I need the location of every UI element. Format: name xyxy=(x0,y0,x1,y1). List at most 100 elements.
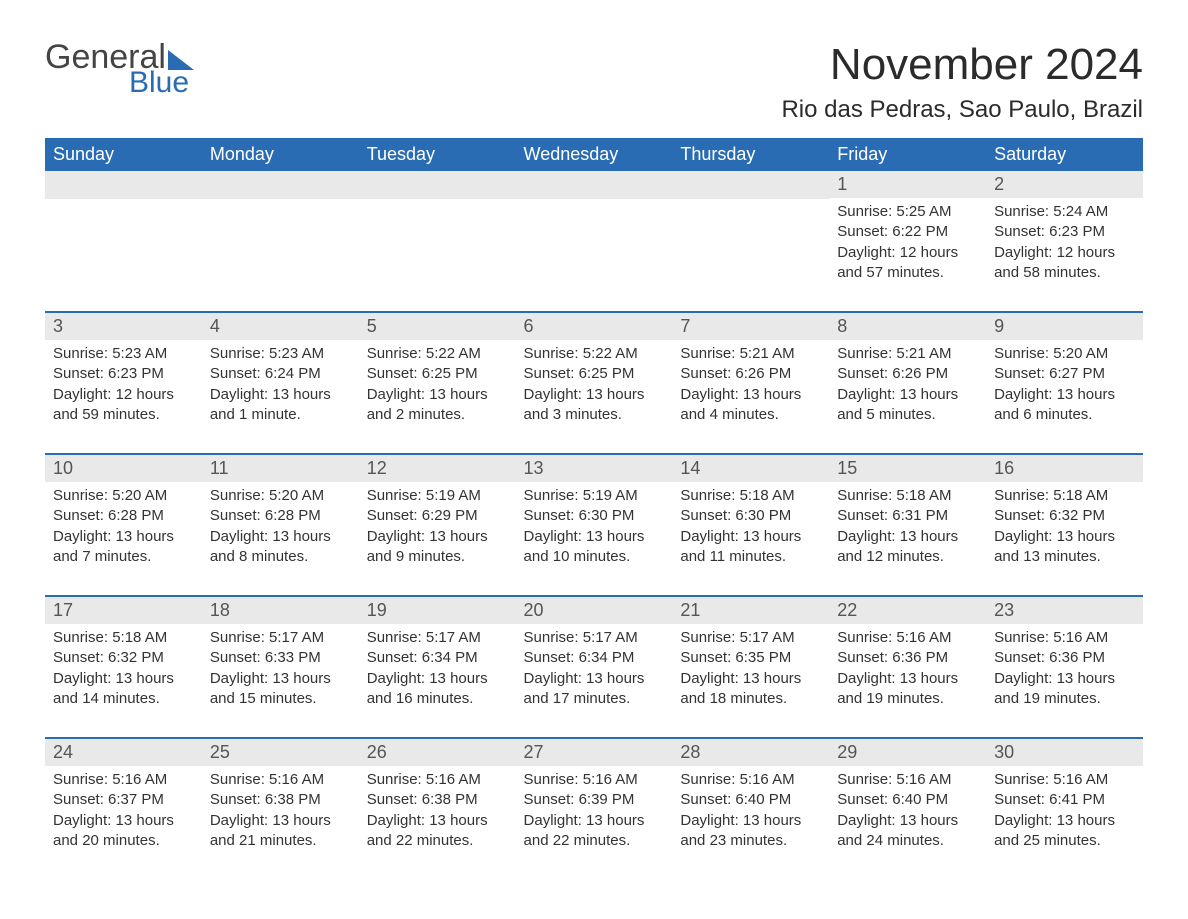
day-details: Sunrise: 5:17 AMSunset: 6:34 PMDaylight:… xyxy=(516,624,673,737)
daylight-line: Daylight: 13 hours and 14 minutes. xyxy=(53,669,194,710)
calendar-cell: 21Sunrise: 5:17 AMSunset: 6:35 PMDayligh… xyxy=(672,596,829,738)
day-number: 6 xyxy=(516,313,673,340)
sunrise-line: Sunrise: 5:17 AM xyxy=(524,628,665,648)
daylight-line: Daylight: 13 hours and 20 minutes. xyxy=(53,811,194,852)
calendar-cell: 28Sunrise: 5:16 AMSunset: 6:40 PMDayligh… xyxy=(672,738,829,879)
sunset-line: Sunset: 6:25 PM xyxy=(367,364,508,384)
title-block: November 2024 Rio das Pedras, Sao Paulo,… xyxy=(781,40,1143,134)
day-details: Sunrise: 5:20 AMSunset: 6:28 PMDaylight:… xyxy=(45,482,202,595)
calendar-cell: 29Sunrise: 5:16 AMSunset: 6:40 PMDayligh… xyxy=(829,738,986,879)
calendar-cell: 8Sunrise: 5:21 AMSunset: 6:26 PMDaylight… xyxy=(829,312,986,454)
day-number: 2 xyxy=(986,171,1143,198)
daylight-line: Daylight: 13 hours and 19 minutes. xyxy=(837,669,978,710)
daylight-line: Daylight: 13 hours and 10 minutes. xyxy=(524,527,665,568)
day-details: Sunrise: 5:18 AMSunset: 6:32 PMDaylight:… xyxy=(45,624,202,737)
sunrise-line: Sunrise: 5:19 AM xyxy=(367,486,508,506)
sunset-line: Sunset: 6:38 PM xyxy=(367,790,508,810)
day-number: 18 xyxy=(202,597,359,624)
daylight-line: Daylight: 13 hours and 3 minutes. xyxy=(524,385,665,426)
sunrise-line: Sunrise: 5:18 AM xyxy=(994,486,1135,506)
day-number: 22 xyxy=(829,597,986,624)
day-details: Sunrise: 5:16 AMSunset: 6:39 PMDaylight:… xyxy=(516,766,673,879)
daylight-line: Daylight: 12 hours and 57 minutes. xyxy=(837,243,978,284)
daylight-line: Daylight: 13 hours and 23 minutes. xyxy=(680,811,821,852)
calendar-cell: 18Sunrise: 5:17 AMSunset: 6:33 PMDayligh… xyxy=(202,596,359,738)
weekday-header: Sunday xyxy=(45,138,202,171)
page-title: November 2024 xyxy=(781,40,1143,90)
calendar-cell: 30Sunrise: 5:16 AMSunset: 6:41 PMDayligh… xyxy=(986,738,1143,879)
day-details: Sunrise: 5:23 AMSunset: 6:24 PMDaylight:… xyxy=(202,340,359,453)
sunrise-line: Sunrise: 5:23 AM xyxy=(210,344,351,364)
sunrise-line: Sunrise: 5:16 AM xyxy=(53,770,194,790)
day-number: 17 xyxy=(45,597,202,624)
calendar-table: SundayMondayTuesdayWednesdayThursdayFrid… xyxy=(45,138,1143,879)
calendar-cell: 16Sunrise: 5:18 AMSunset: 6:32 PMDayligh… xyxy=(986,454,1143,596)
calendar-cell xyxy=(45,171,202,312)
sunrise-line: Sunrise: 5:25 AM xyxy=(837,202,978,222)
sunset-line: Sunset: 6:31 PM xyxy=(837,506,978,526)
day-details: Sunrise: 5:22 AMSunset: 6:25 PMDaylight:… xyxy=(359,340,516,453)
day-number: 29 xyxy=(829,739,986,766)
calendar-cell: 2Sunrise: 5:24 AMSunset: 6:23 PMDaylight… xyxy=(986,171,1143,312)
calendar-cell: 25Sunrise: 5:16 AMSunset: 6:38 PMDayligh… xyxy=(202,738,359,879)
daylight-line: Daylight: 13 hours and 24 minutes. xyxy=(837,811,978,852)
weekday-header: Wednesday xyxy=(516,138,673,171)
sunset-line: Sunset: 6:39 PM xyxy=(524,790,665,810)
sunset-line: Sunset: 6:36 PM xyxy=(837,648,978,668)
header: General Blue November 2024 Rio das Pedra… xyxy=(45,40,1143,134)
sunrise-line: Sunrise: 5:16 AM xyxy=(367,770,508,790)
day-details: Sunrise: 5:16 AMSunset: 6:40 PMDaylight:… xyxy=(672,766,829,879)
sunrise-line: Sunrise: 5:21 AM xyxy=(837,344,978,364)
weekday-header: Saturday xyxy=(986,138,1143,171)
calendar-cell xyxy=(516,171,673,312)
day-number: 24 xyxy=(45,739,202,766)
sunrise-line: Sunrise: 5:22 AM xyxy=(524,344,665,364)
sunset-line: Sunset: 6:25 PM xyxy=(524,364,665,384)
sunset-line: Sunset: 6:26 PM xyxy=(680,364,821,384)
day-number: 3 xyxy=(45,313,202,340)
day-details: Sunrise: 5:19 AMSunset: 6:29 PMDaylight:… xyxy=(359,482,516,595)
sunset-line: Sunset: 6:34 PM xyxy=(524,648,665,668)
daylight-line: Daylight: 13 hours and 25 minutes. xyxy=(994,811,1135,852)
day-number: 8 xyxy=(829,313,986,340)
daylight-line: Daylight: 13 hours and 12 minutes. xyxy=(837,527,978,568)
calendar-cell: 1Sunrise: 5:25 AMSunset: 6:22 PMDaylight… xyxy=(829,171,986,312)
sunset-line: Sunset: 6:33 PM xyxy=(210,648,351,668)
sunrise-line: Sunrise: 5:16 AM xyxy=(524,770,665,790)
sunset-line: Sunset: 6:28 PM xyxy=(210,506,351,526)
sunset-line: Sunset: 6:26 PM xyxy=(837,364,978,384)
day-number: 23 xyxy=(986,597,1143,624)
sunrise-line: Sunrise: 5:16 AM xyxy=(994,628,1135,648)
daylight-line: Daylight: 13 hours and 7 minutes. xyxy=(53,527,194,568)
daylight-line: Daylight: 13 hours and 4 minutes. xyxy=(680,385,821,426)
day-details: Sunrise: 5:16 AMSunset: 6:37 PMDaylight:… xyxy=(45,766,202,879)
calendar-cell: 10Sunrise: 5:20 AMSunset: 6:28 PMDayligh… xyxy=(45,454,202,596)
day-details: Sunrise: 5:19 AMSunset: 6:30 PMDaylight:… xyxy=(516,482,673,595)
sunset-line: Sunset: 6:36 PM xyxy=(994,648,1135,668)
daylight-line: Daylight: 13 hours and 13 minutes. xyxy=(994,527,1135,568)
daylight-line: Daylight: 13 hours and 22 minutes. xyxy=(524,811,665,852)
calendar-cell xyxy=(202,171,359,312)
logo-word2: Blue xyxy=(129,68,189,98)
calendar-head: SundayMondayTuesdayWednesdayThursdayFrid… xyxy=(45,138,1143,171)
daylight-line: Daylight: 13 hours and 1 minute. xyxy=(210,385,351,426)
calendar-cell: 3Sunrise: 5:23 AMSunset: 6:23 PMDaylight… xyxy=(45,312,202,454)
day-number: 5 xyxy=(359,313,516,340)
sunset-line: Sunset: 6:23 PM xyxy=(53,364,194,384)
day-details: Sunrise: 5:22 AMSunset: 6:25 PMDaylight:… xyxy=(516,340,673,453)
day-details: Sunrise: 5:18 AMSunset: 6:30 PMDaylight:… xyxy=(672,482,829,595)
day-number: 19 xyxy=(359,597,516,624)
calendar-cell: 26Sunrise: 5:16 AMSunset: 6:38 PMDayligh… xyxy=(359,738,516,879)
calendar-cell: 11Sunrise: 5:20 AMSunset: 6:28 PMDayligh… xyxy=(202,454,359,596)
sunrise-line: Sunrise: 5:16 AM xyxy=(837,628,978,648)
day-details: Sunrise: 5:21 AMSunset: 6:26 PMDaylight:… xyxy=(829,340,986,453)
sunset-line: Sunset: 6:40 PM xyxy=(680,790,821,810)
day-details: Sunrise: 5:24 AMSunset: 6:23 PMDaylight:… xyxy=(986,198,1143,311)
daylight-line: Daylight: 12 hours and 58 minutes. xyxy=(994,243,1135,284)
calendar-cell: 5Sunrise: 5:22 AMSunset: 6:25 PMDaylight… xyxy=(359,312,516,454)
sunrise-line: Sunrise: 5:21 AM xyxy=(680,344,821,364)
logo: General Blue xyxy=(45,40,194,98)
day-details: Sunrise: 5:16 AMSunset: 6:36 PMDaylight:… xyxy=(986,624,1143,737)
empty-day xyxy=(202,171,359,199)
day-details: Sunrise: 5:16 AMSunset: 6:36 PMDaylight:… xyxy=(829,624,986,737)
